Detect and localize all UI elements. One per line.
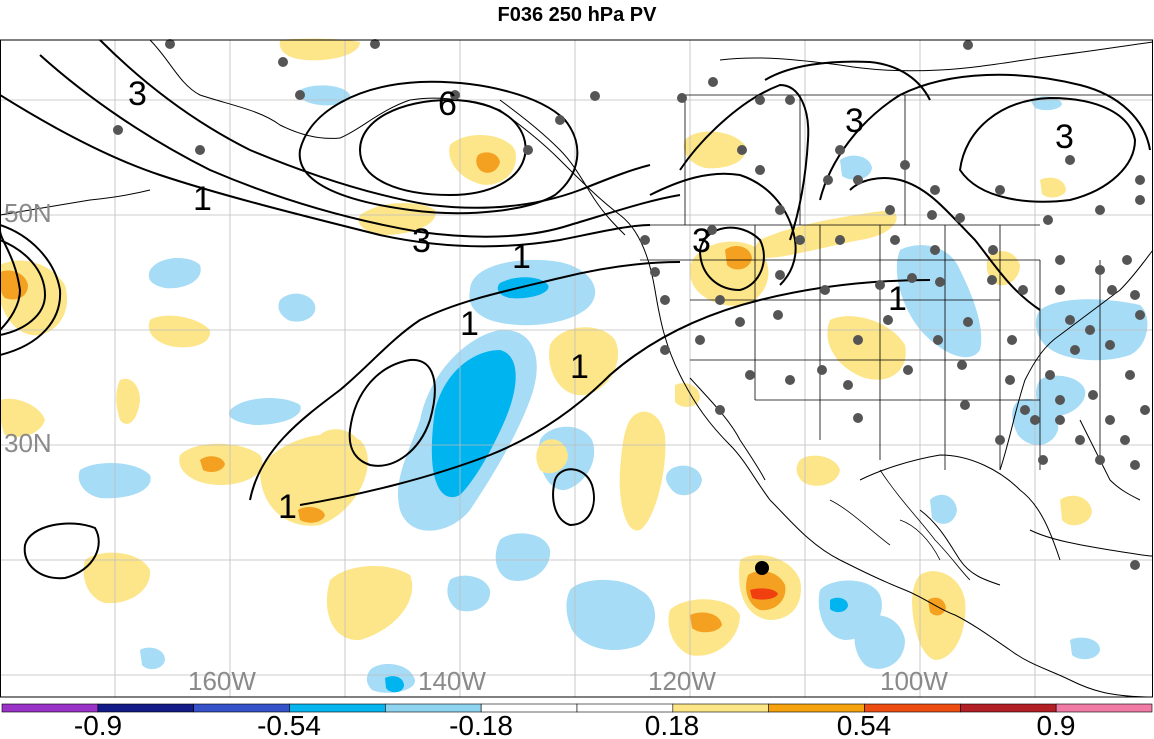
colorbar-label: 0.9 bbox=[1037, 710, 1076, 739]
colorbar-label: -0.54 bbox=[257, 710, 321, 739]
contour-label: 3 bbox=[412, 222, 431, 260]
colorbar bbox=[1, 703, 1153, 713]
map-border bbox=[0, 39, 1153, 698]
colorbar-label: 0.18 bbox=[645, 710, 700, 739]
colorbar-label: -0.18 bbox=[449, 710, 513, 739]
lat-label-30n: 30N bbox=[4, 428, 52, 458]
contour-label: 1 bbox=[193, 180, 212, 218]
contour-label: 1 bbox=[888, 280, 907, 318]
coastlines bbox=[0, 39, 1154, 698]
colorbar-labels: -0.9 -0.54 -0.18 0.18 0.54 0.9 bbox=[74, 710, 1076, 739]
contour-label: 3 bbox=[692, 222, 711, 260]
lon-label-120w: 120W bbox=[648, 666, 716, 696]
colorbar-label: 0.54 bbox=[837, 710, 892, 739]
map-title: F036 250 hPa PV bbox=[497, 4, 657, 26]
contour-label: 6 bbox=[438, 85, 457, 123]
lon-label-160w: 160W bbox=[188, 666, 256, 696]
contour-label-group: 3 6 3 3 1 3 1 3 1 1 1 1 bbox=[128, 75, 1074, 526]
colorbar-label: -0.9 bbox=[74, 710, 122, 739]
negative-anomaly-shading bbox=[78, 85, 1148, 693]
contour-label: 1 bbox=[570, 348, 589, 386]
pv-contours bbox=[0, 39, 1151, 580]
colorbar-segment bbox=[1055, 703, 1153, 713]
lon-label-100w: 100W bbox=[880, 666, 948, 696]
contour-label: 3 bbox=[128, 75, 147, 113]
lon-label-140w: 140W bbox=[418, 666, 486, 696]
contour-label: 3 bbox=[1055, 118, 1074, 156]
positive-anomaly-shading bbox=[0, 38, 1092, 660]
contour-label: 1 bbox=[278, 488, 297, 526]
station-dots bbox=[113, 39, 1150, 570]
lat-lon-grid bbox=[0, 40, 1153, 697]
political-boundaries bbox=[640, 94, 1153, 581]
storm-center-dot bbox=[755, 561, 769, 575]
contour-label: 1 bbox=[460, 305, 479, 343]
contour-label: 1 bbox=[512, 238, 531, 276]
contour-label: 3 bbox=[845, 102, 864, 140]
lat-label-50n: 50N bbox=[4, 198, 52, 228]
